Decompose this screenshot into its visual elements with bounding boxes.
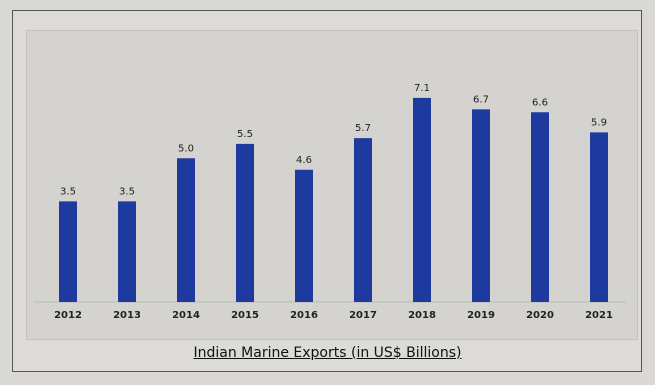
bar-2016: [295, 169, 313, 302]
data-label-2021: 5.9: [591, 117, 607, 128]
x-tick-label-2017: 2017: [349, 310, 377, 321]
bar-2021: [590, 132, 608, 302]
data-label-2017: 5.7: [355, 123, 371, 134]
x-tick-label-2013: 2013: [113, 310, 141, 321]
data-label-2012: 3.5: [60, 186, 76, 197]
x-tick-label-2019: 2019: [467, 310, 495, 321]
bar-2017: [354, 138, 372, 302]
data-label-2013: 3.5: [119, 186, 135, 197]
bar-2013: [118, 201, 136, 302]
x-tick-label-2015: 2015: [231, 310, 259, 321]
data-label-2014: 5.0: [178, 143, 194, 154]
bar-2020: [531, 112, 549, 302]
x-tick-label-2014: 2014: [172, 310, 200, 321]
bar-2015: [236, 143, 254, 302]
x-tick-label-2018: 2018: [408, 310, 436, 321]
bar-2019: [472, 109, 490, 302]
data-label-2018: 7.1: [414, 83, 430, 94]
data-label-2015: 5.5: [237, 129, 253, 140]
x-tick-label-2012: 2012: [54, 310, 82, 321]
x-tick-label-2016: 2016: [290, 310, 318, 321]
data-label-2016: 4.6: [296, 155, 312, 166]
bar-chart: 3.5 2012 3.5 2013 5.0 2014 5.5 2015 4.6 2016 5.7 20…: [34, 83, 626, 321]
x-tick-label-2021: 2021: [585, 310, 613, 321]
data-label-2019: 6.7: [473, 94, 489, 105]
data-label-2020: 6.6: [532, 97, 548, 108]
chart-title: Indian Marine Exports (in US$ Billions): [193, 345, 462, 361]
x-tick-label-2020: 2020: [526, 310, 554, 321]
bar-2014: [177, 158, 195, 302]
bar-2018: [413, 97, 431, 302]
bar-2012: [59, 201, 77, 302]
